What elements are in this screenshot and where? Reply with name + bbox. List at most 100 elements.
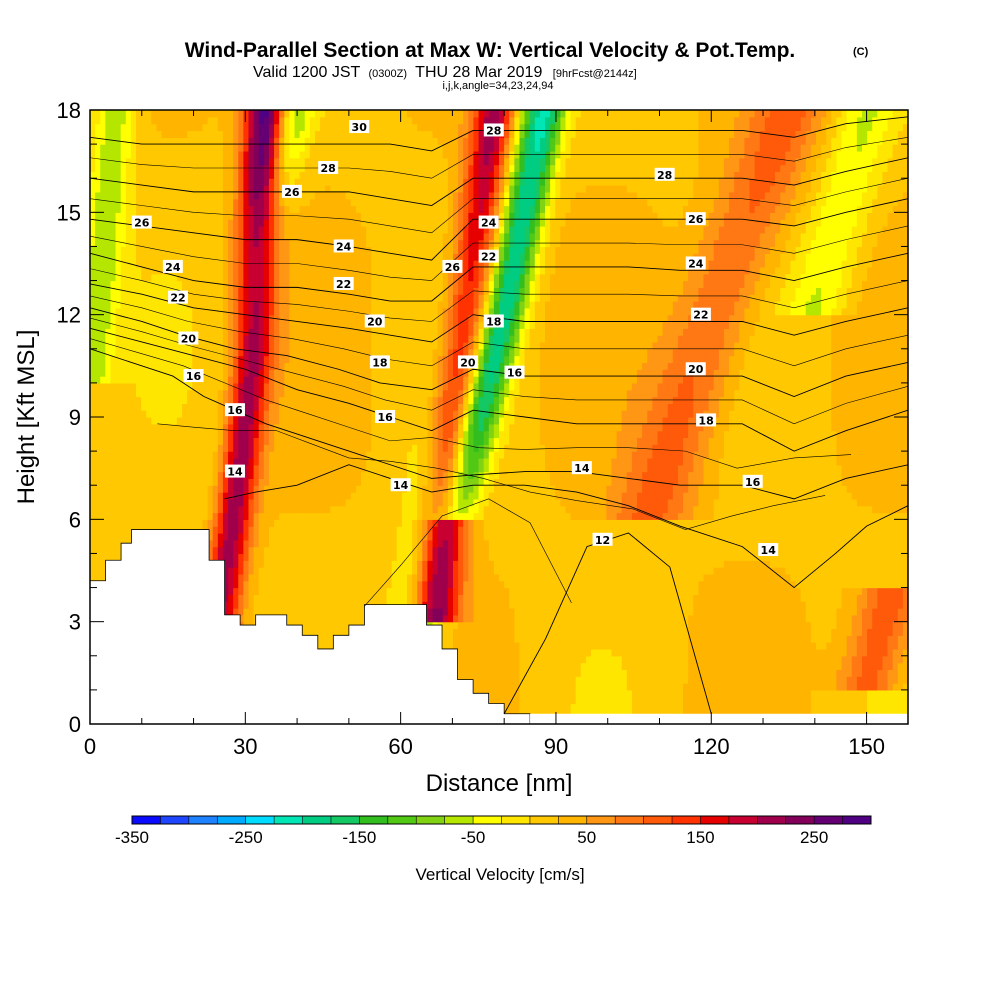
heat-cell [826, 573, 832, 582]
heat-cell [478, 580, 485, 589]
heat-cell [386, 580, 393, 589]
heat-cell [432, 601, 439, 609]
heat-cell [565, 594, 572, 602]
heat-cell [657, 683, 664, 691]
heat-cell [488, 567, 495, 575]
heat-cell [488, 696, 495, 705]
heat-cell [631, 519, 638, 527]
heat-cell [683, 689, 689, 698]
heat-cell [263, 512, 270, 520]
heat-cell [95, 539, 101, 548]
heat-cell [606, 628, 613, 636]
heat-cell [851, 539, 858, 548]
heat-cell [805, 662, 812, 671]
heat-cell [846, 683, 853, 691]
heat-cell [621, 539, 628, 548]
heat-cell [468, 580, 475, 589]
heat-cell [795, 594, 802, 602]
valid-prefix: Valid 1200 JST [253, 64, 361, 81]
heat-cell [176, 505, 183, 514]
heat-cell [718, 573, 725, 582]
heat-cell [268, 580, 275, 589]
heat-cell [437, 567, 444, 575]
heat-cell [555, 580, 561, 589]
heat-cell [473, 553, 480, 561]
heat-cell [509, 608, 515, 616]
heat-cell [524, 642, 531, 650]
heat-cell [892, 539, 899, 548]
heat-cell [483, 655, 490, 664]
heat-cell [202, 512, 209, 520]
heat-cell [708, 683, 715, 691]
heat-cell [509, 526, 515, 534]
heat-cell [851, 662, 858, 671]
heat-cell [591, 676, 597, 684]
heat-cell [545, 560, 551, 568]
heat-cell [478, 669, 485, 677]
heat-cell [601, 635, 607, 643]
heat-cell [473, 560, 480, 568]
heat-cell [509, 635, 515, 643]
heat-cell [340, 621, 347, 630]
heat-cell [386, 539, 393, 548]
heat-cell [902, 696, 908, 705]
heat-cell [304, 573, 311, 582]
heat-cell [810, 553, 817, 561]
heat-cell [887, 594, 894, 602]
heat-cell [580, 669, 587, 677]
heat-cell [718, 703, 725, 711]
heat-cell [897, 546, 904, 555]
heat-cell [151, 512, 158, 520]
heat-cell [718, 567, 725, 575]
heat-cell [897, 573, 904, 582]
heat-cell [861, 594, 868, 602]
heat-cell [826, 703, 832, 711]
heat-cell [754, 601, 761, 609]
heat-cell [902, 532, 908, 541]
heat-cell [662, 608, 669, 616]
heat-cell [580, 676, 587, 684]
heat-cell [289, 601, 296, 609]
heat-cell [616, 553, 623, 561]
heat-cell [723, 512, 730, 520]
heat-cell [156, 512, 163, 520]
heat-cell [555, 512, 561, 520]
heat-cell [897, 608, 904, 616]
heat-cell [805, 608, 812, 616]
heat-cell [703, 580, 710, 589]
heat-cell [534, 512, 541, 520]
heat-cell [677, 539, 684, 548]
heat-cell [785, 608, 792, 616]
heat-cell [601, 689, 607, 698]
heat-cell [442, 532, 449, 541]
heat-cell [611, 587, 618, 595]
heat-cell [565, 655, 572, 664]
heat-cell [652, 594, 659, 602]
heat-cell [468, 648, 475, 657]
heat-cell [519, 635, 526, 643]
heat-cell [713, 628, 720, 636]
heat-cell [805, 655, 812, 664]
heat-cell [268, 560, 275, 568]
heat-cell [233, 532, 239, 541]
heat-cell [877, 676, 884, 684]
heat-cell [355, 608, 362, 616]
heat-cell [550, 608, 556, 616]
heat-cell [504, 546, 510, 555]
heat-cell [345, 532, 352, 541]
heat-cell [463, 512, 469, 520]
heat-cell [483, 648, 490, 657]
heat-cell [606, 580, 613, 589]
heat-cell [637, 683, 643, 691]
heat-cell [591, 587, 597, 595]
heat-cell [749, 594, 756, 602]
heat-cell [550, 662, 556, 671]
heat-cell [754, 546, 761, 555]
heat-cell [723, 608, 730, 616]
heat-cell [749, 621, 756, 630]
heat-cell [524, 662, 531, 671]
heat-cell [478, 573, 485, 582]
heat-cell [366, 539, 372, 548]
heat-cell [550, 567, 556, 575]
